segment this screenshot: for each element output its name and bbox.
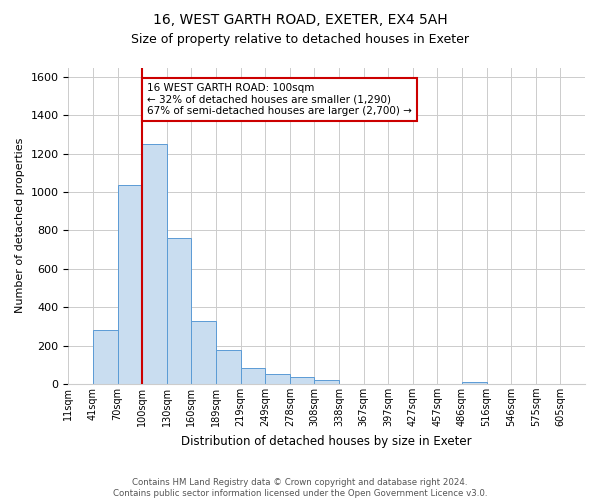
Text: Contains HM Land Registry data © Crown copyright and database right 2024.
Contai: Contains HM Land Registry data © Crown c… (113, 478, 487, 498)
Bar (216, 350, 241, 384)
Bar (167, 238, 191, 384)
Bar (241, 368, 265, 384)
Bar (142, 144, 167, 384)
Y-axis label: Number of detached properties: Number of detached properties (15, 138, 25, 314)
Bar (462, 382, 487, 384)
Bar (290, 376, 314, 384)
Bar (118, 186, 142, 384)
Bar (93, 330, 118, 384)
Bar (265, 374, 290, 384)
Bar (314, 380, 339, 384)
Text: 16, WEST GARTH ROAD, EXETER, EX4 5AH: 16, WEST GARTH ROAD, EXETER, EX4 5AH (152, 12, 448, 26)
Text: 16 WEST GARTH ROAD: 100sqm
← 32% of detached houses are smaller (1,290)
67% of s: 16 WEST GARTH ROAD: 100sqm ← 32% of deta… (147, 83, 412, 116)
Text: Size of property relative to detached houses in Exeter: Size of property relative to detached ho… (131, 32, 469, 46)
Bar (191, 320, 216, 384)
X-axis label: Distribution of detached houses by size in Exeter: Distribution of detached houses by size … (181, 434, 472, 448)
